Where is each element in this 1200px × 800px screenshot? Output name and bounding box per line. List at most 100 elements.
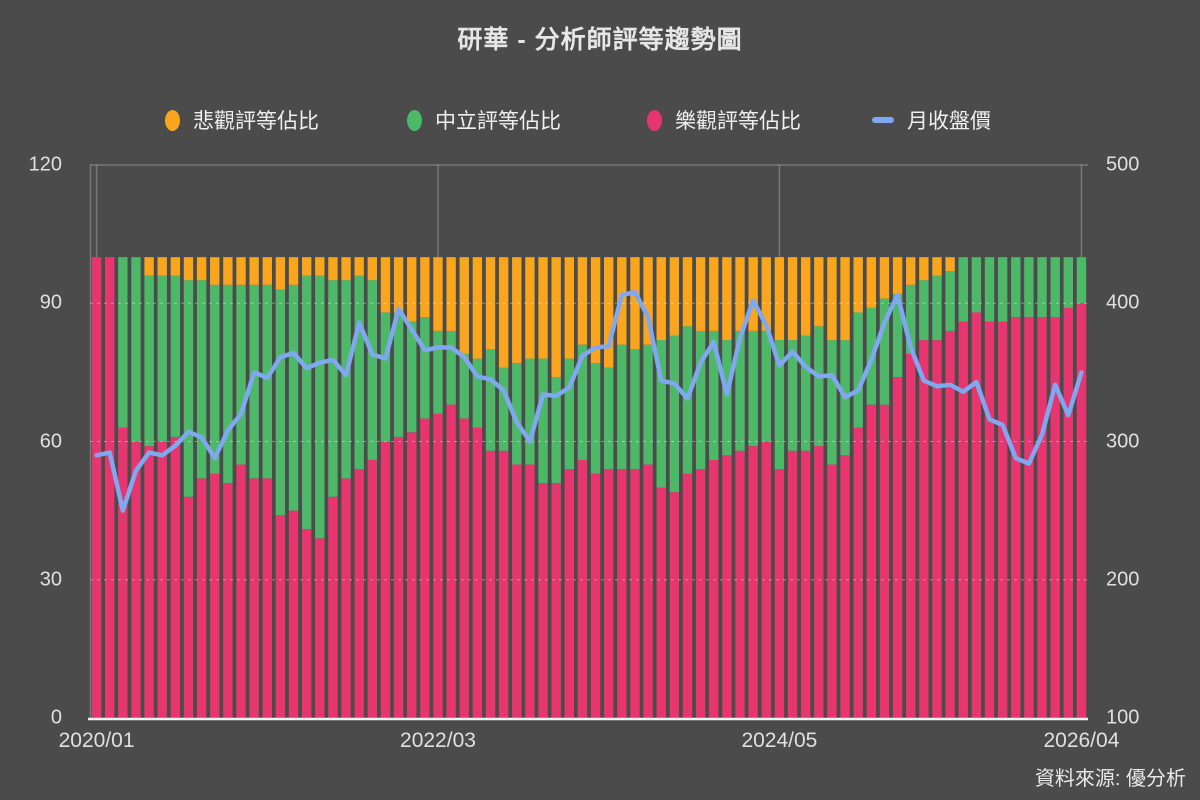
bar-neutral-2021/03	[275, 289, 286, 516]
bar-pessimistic-2020/10	[210, 257, 220, 285]
bar-optimistic-2022/08	[498, 450, 509, 718]
bar-neutral-2021/11	[380, 312, 391, 442]
legend-item-pessimistic[interactable]: 悲觀評等佔比	[165, 106, 319, 134]
bar-optimistic-2020/02	[104, 257, 115, 718]
bar-neutral-2024/02	[735, 330, 745, 451]
bar-pessimistic-2020/05	[144, 257, 154, 276]
bar-optimistic-2024/10	[840, 455, 850, 718]
bar-pessimistic-2023/03	[590, 257, 601, 364]
bar-neutral-2022/10	[525, 358, 535, 465]
bar-optimistic-2022/06	[472, 427, 483, 718]
bar-pessimistic-2023/08	[656, 257, 666, 341]
chart-title: 研華 - 分析師評等趨勢圖	[457, 26, 743, 54]
bar-neutral-2023/11	[695, 330, 706, 470]
bar-neutral-2022/02	[420, 317, 430, 419]
bar-neutral-2023/02	[577, 344, 588, 460]
bar-optimistic-2021/03	[275, 515, 286, 718]
bar-pessimistic-2020/11	[223, 257, 233, 285]
bar-neutral-2022/08	[498, 367, 509, 451]
bar-neutral-2022/07	[485, 349, 496, 451]
right-axis-tick-500: 500	[1106, 153, 1140, 176]
bar-pessimistic-2024/07	[800, 257, 811, 336]
bar-optimistic-2020/10	[210, 473, 220, 718]
bar-pessimistic-2024/09	[827, 257, 837, 341]
bar-neutral-2023/03	[590, 363, 601, 474]
bar-pessimistic-2020/06	[157, 257, 167, 276]
price-legend-dash-icon	[872, 117, 894, 123]
bar-optimistic-2026/01	[1037, 317, 1047, 718]
legend-item-price[interactable]: 月收盤價	[872, 106, 991, 134]
bar-optimistic-2024/07	[800, 450, 811, 718]
bar-neutral-2025/05	[932, 275, 942, 341]
bar-optimistic-2021/01	[249, 478, 259, 718]
bar-neutral-2024/06	[787, 340, 798, 451]
bar-pessimistic-2025/04	[919, 257, 929, 281]
bar-optimistic-2021/10	[367, 459, 378, 718]
bar-optimistic-2020/07	[170, 436, 181, 718]
bar-optimistic-2022/04	[446, 404, 456, 718]
bar-pessimistic-2022/08	[498, 257, 509, 368]
pessimistic-legend-marker-icon	[165, 109, 180, 131]
bar-pessimistic-2020/12	[236, 257, 246, 285]
bar-pessimistic-2022/03	[433, 257, 443, 331]
legend-item-optimistic[interactable]: 樂觀評等佔比	[647, 106, 801, 134]
bar-neutral-2023/09	[669, 335, 680, 493]
bar-optimistic-2023/10	[682, 473, 693, 718]
legend-label-neutral: 中立評等佔比	[435, 110, 561, 133]
bar-neutral-2022/09	[512, 363, 522, 465]
bar-optimistic-2025/07	[958, 321, 968, 718]
optimistic-legend-marker-icon	[647, 109, 662, 131]
bar-neutral-2021/07	[328, 280, 338, 497]
bar-optimistic-2022/01	[407, 432, 417, 718]
bar-pessimistic-2022/02	[420, 257, 430, 318]
bar-optimistic-2021/02	[262, 478, 272, 718]
bar-optimistic-2024/12	[866, 404, 877, 718]
bar-pessimistic-2024/10	[840, 257, 850, 341]
bar-optimistic-2020/11	[223, 482, 233, 718]
bar-neutral-2020/08	[183, 280, 194, 497]
bar-optimistic-2021/07	[328, 496, 338, 718]
bar-neutral-2021/01	[249, 284, 259, 479]
bar-pessimistic-2025/01	[879, 257, 890, 299]
bar-optimistic-2024/03	[748, 446, 758, 718]
bar-optimistic-2020/09	[196, 478, 207, 718]
bar-neutral-2021/06	[315, 275, 325, 539]
bar-pessimistic-2024/12	[866, 257, 877, 308]
neutral-legend-marker-icon	[407, 109, 422, 131]
bar-pessimistic-2021/12	[393, 257, 404, 313]
bar-neutral-2020/07	[170, 275, 181, 437]
bar-neutral-2021/05	[301, 275, 312, 530]
legend-item-neutral[interactable]: 中立評等佔比	[407, 106, 561, 134]
bar-optimistic-2026/03	[1063, 307, 1074, 718]
bar-neutral-2024/11	[853, 312, 863, 428]
bar-neutral-2025/04	[919, 280, 929, 341]
x-axis-tick-2022/03: 2022/03	[400, 729, 476, 752]
bar-optimistic-2023/07	[643, 464, 653, 718]
bar-optimistic-2024/01	[722, 455, 732, 718]
bar-neutral-2025/02	[892, 294, 903, 377]
bar-optimistic-2026/02	[1050, 317, 1060, 718]
bar-neutral-2021/12	[393, 312, 404, 437]
bar-pessimistic-2024/08	[814, 257, 824, 327]
legend-label-pessimistic: 悲觀評等佔比	[193, 110, 319, 133]
bar-neutral-2021/04	[288, 284, 299, 511]
bar-pessimistic-2023/12	[709, 257, 719, 331]
bar-optimistic-2023/03	[590, 473, 601, 718]
bar-neutral-2020/09	[196, 280, 207, 479]
bar-pessimistic-2024/03	[748, 257, 758, 331]
bar-pessimistic-2025/03	[906, 257, 916, 285]
bar-neutral-2022/11	[538, 358, 548, 483]
bar-neutral-2023/04	[603, 367, 614, 470]
bar-pessimistic-2023/04	[603, 257, 614, 368]
bar-optimistic-2020/05	[144, 446, 154, 718]
bar-neutral-2020/04	[131, 257, 141, 442]
bar-neutral-2024/07	[800, 335, 811, 451]
left-axis-tick-0: 0	[50, 706, 62, 729]
bar-neutral-2022/01	[407, 321, 417, 433]
price-line	[94, 289, 1084, 513]
bar-pessimistic-2022/11	[538, 257, 548, 359]
bar-neutral-2021/09	[354, 275, 364, 470]
bar-pessimistic-2025/02	[892, 257, 903, 295]
bar-neutral-2026/01	[1037, 257, 1047, 318]
